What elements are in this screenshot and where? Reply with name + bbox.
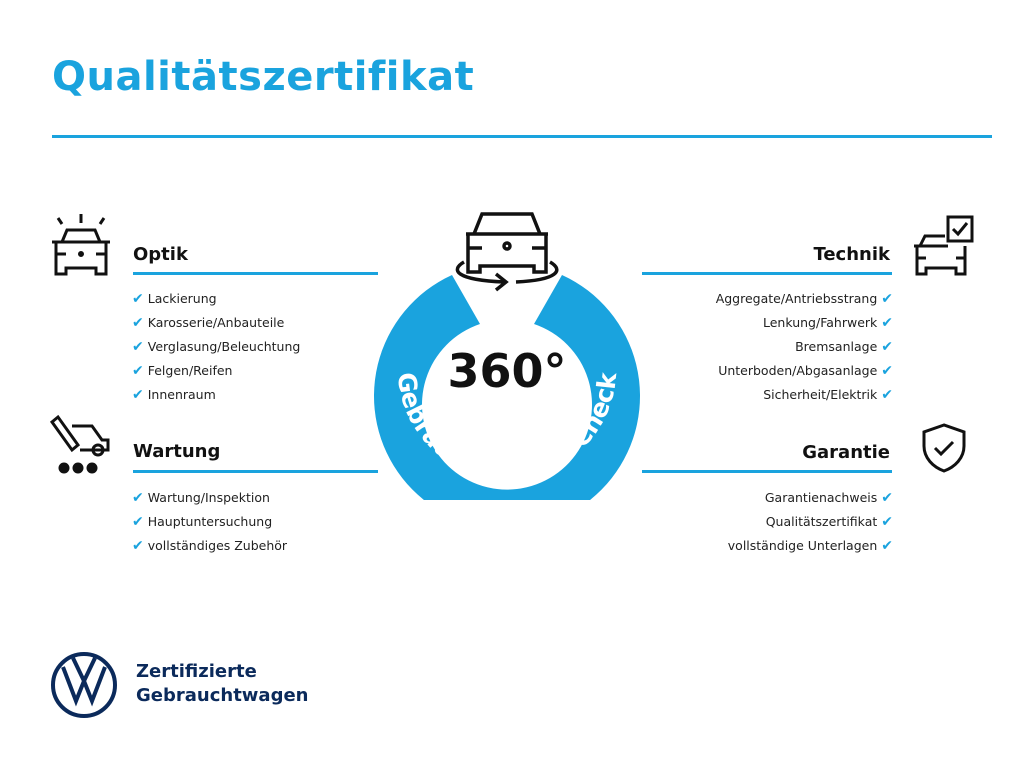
check-icon: ✔ xyxy=(132,490,144,506)
list-item: Garantienachweis ✔ xyxy=(764,490,893,506)
list-item: ✔ Verglasung/Beleuchtung xyxy=(132,339,301,355)
badge-number: 360° xyxy=(447,344,566,398)
technik-list: Aggregate/Antriebsstrang ✔ Lenkung/Fahrwe… xyxy=(716,287,893,407)
check-icon: ✔ xyxy=(881,363,893,379)
list-item: ✔ Wartung/Inspektion xyxy=(132,490,270,506)
list-item: ✔ Innenraum xyxy=(132,387,216,403)
section-title-optik: Optik xyxy=(133,244,188,265)
car-rotate-icon xyxy=(455,212,559,292)
title-divider xyxy=(52,135,992,138)
wartung-list: ✔ Wartung/Inspektion ✔ Hauptuntersuchung ✔… xyxy=(132,486,287,558)
list-item: Unterboden/Abgasanlage ✔ xyxy=(718,363,893,379)
shield-check-icon xyxy=(922,423,966,473)
check-icon: ✔ xyxy=(881,339,893,355)
check-icon: ✔ xyxy=(132,538,144,554)
list-item: ✔ Hauptuntersuchung xyxy=(132,514,273,530)
360-check-badge: 360° Gebrauchtwagen-Check xyxy=(374,212,640,500)
check-icon: ✔ xyxy=(132,363,144,379)
check-icon: ✔ xyxy=(881,514,893,530)
car-lights-icon xyxy=(52,214,110,276)
check-icon: ✔ xyxy=(132,387,144,403)
check-icon: ✔ xyxy=(881,291,893,307)
section-title-garantie: Garantie xyxy=(802,442,890,463)
list-item: ✔ vollständiges Zubehör xyxy=(132,538,288,554)
check-icon: ✔ xyxy=(881,538,893,554)
list-item: ✔ Lackierung xyxy=(132,291,217,307)
check-icon: ✔ xyxy=(132,514,144,530)
garantie-list: Garantienachweis ✔ Qualitätszertifikat ✔ v… xyxy=(728,486,893,558)
list-item: Sicherheit/Elektrik ✔ xyxy=(763,387,893,403)
section-line-wartung xyxy=(133,470,378,473)
check-icon: ✔ xyxy=(881,490,893,506)
section-line-garantie xyxy=(642,470,892,473)
brand-text: Zertifizierte Gebrauchtwagen xyxy=(136,661,309,706)
list-item: Bremsanlage ✔ xyxy=(795,339,893,355)
optik-list: ✔ Lackierung ✔ Karosserie/Anbauteile ✔ Verg… xyxy=(132,287,300,407)
check-icon: ✔ xyxy=(132,339,144,355)
check-icon: ✔ xyxy=(881,387,893,403)
badge-ring xyxy=(374,275,640,500)
section-line-technik xyxy=(642,272,892,275)
service-truck-icon xyxy=(49,414,110,474)
page-title: Qualitätszertifikat xyxy=(52,54,475,100)
list-item: Lenkung/Fahrwerk ✔ xyxy=(763,315,893,331)
list-item: Aggregate/Antriebsstrang ✔ xyxy=(715,291,893,307)
list-item: vollständige Unterlagen ✔ xyxy=(727,538,893,554)
list-item: ✔ Karosserie/Anbauteile xyxy=(132,315,285,331)
section-title-technik: Technik xyxy=(813,244,890,265)
section-line-optik xyxy=(133,272,378,275)
vw-logo xyxy=(51,652,117,718)
list-item: ✔ Felgen/Reifen xyxy=(132,363,233,379)
car-checklist-icon xyxy=(914,215,974,276)
check-icon: ✔ xyxy=(132,315,144,331)
check-icon: ✔ xyxy=(881,315,893,331)
section-title-wartung: Wartung xyxy=(133,441,221,462)
check-icon: ✔ xyxy=(132,291,144,307)
list-item: Qualitätszertifikat ✔ xyxy=(765,514,893,530)
